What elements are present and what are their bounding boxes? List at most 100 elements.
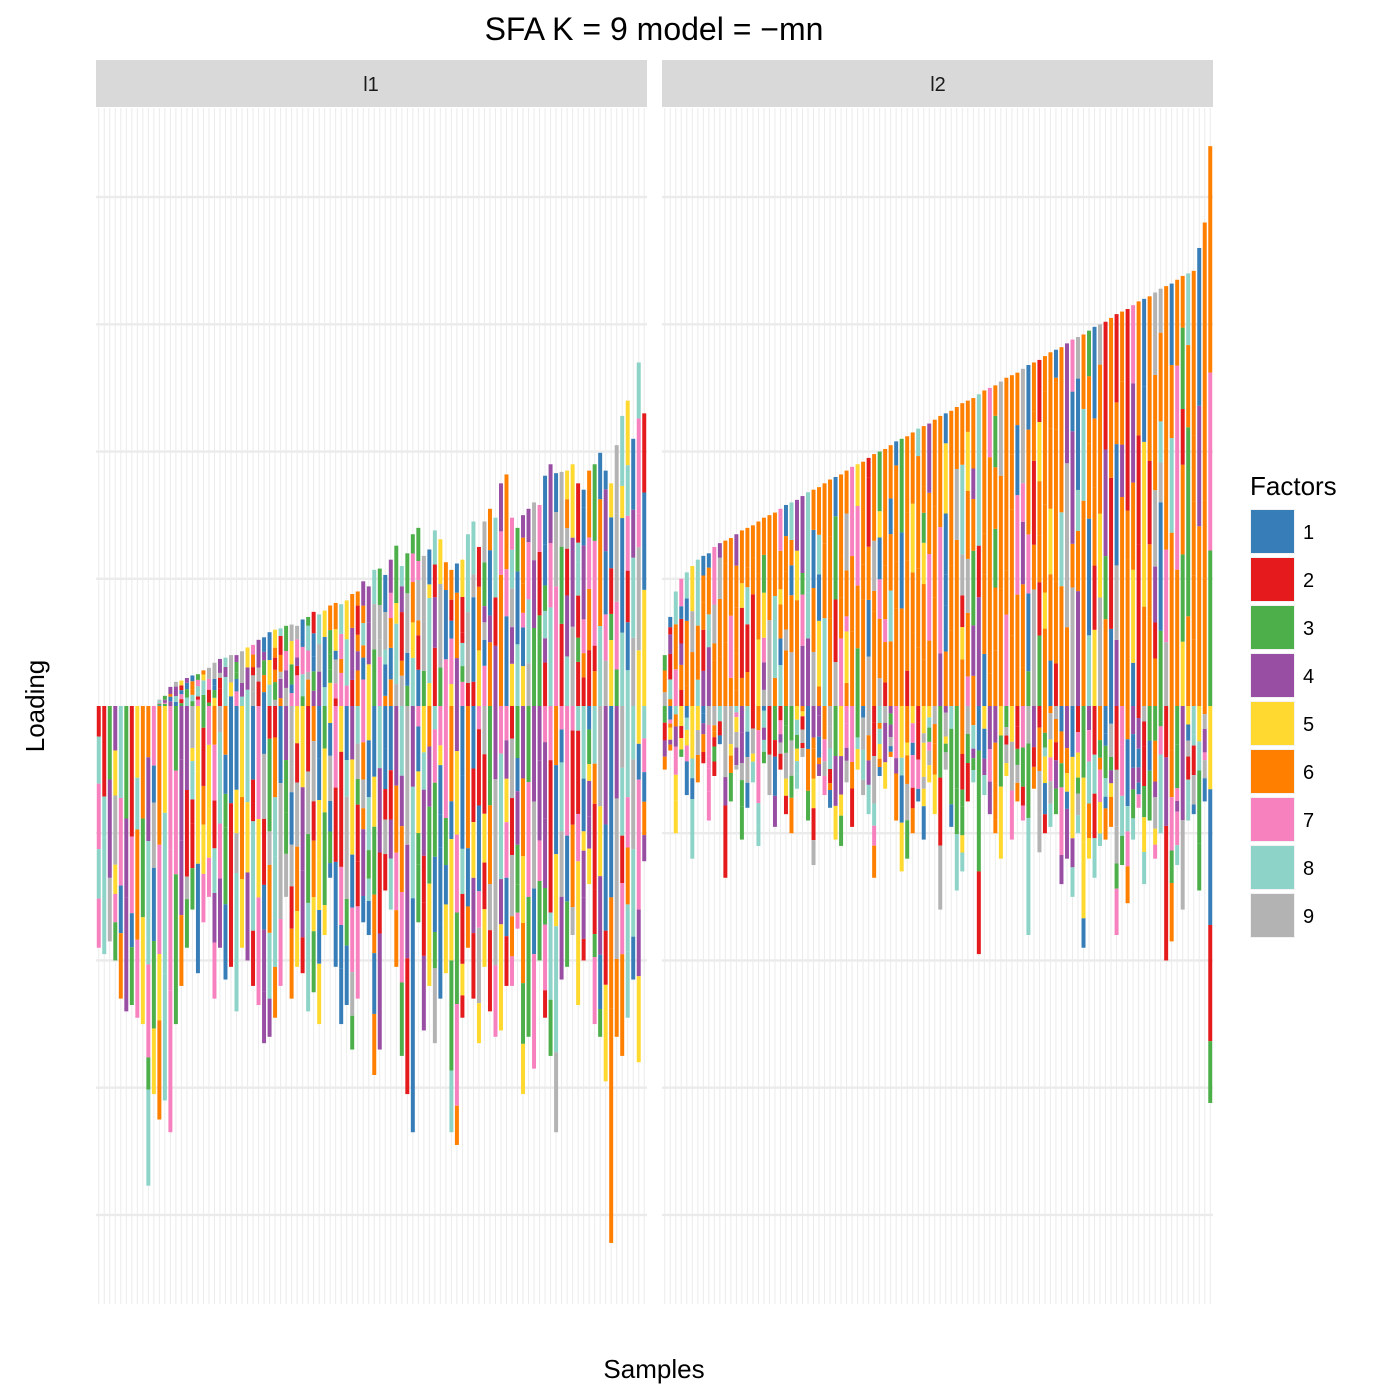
bar-segment: [383, 789, 388, 820]
bar-segment: [888, 534, 893, 591]
bar-segment: [350, 627, 355, 680]
bar-segment: [756, 573, 761, 640]
bar-segment: [328, 722, 333, 756]
bar-segment: [179, 685, 184, 691]
bar-segment: [339, 633, 344, 659]
bar-segment: [168, 849, 173, 991]
bar-segment: [1103, 733, 1108, 746]
bar-segment: [1059, 763, 1064, 788]
bar-segment: [750, 525, 755, 558]
bar-segment: [971, 675, 976, 706]
bar-segment: [795, 499, 799, 551]
bar-segment: [195, 692, 200, 697]
bar-segment: [581, 831, 586, 851]
bar-segment: [350, 907, 355, 973]
bar-segment: [684, 572, 689, 599]
bar-segment: [1031, 411, 1036, 461]
bar-segment: [1153, 797, 1158, 829]
bar-segment: [982, 775, 987, 796]
bar-segment: [1092, 418, 1097, 488]
bar-segment: [932, 724, 937, 744]
bar-segment: [471, 877, 476, 934]
bar-segment: [987, 749, 992, 782]
bar-segment: [1125, 806, 1130, 832]
bar-segment: [504, 706, 509, 741]
bar-segment: [620, 883, 625, 955]
bar-segment: [350, 972, 355, 1016]
bar-segment: [443, 589, 448, 660]
bar-segment: [822, 618, 827, 706]
bar-segment: [965, 431, 970, 491]
bar-segment: [1065, 627, 1069, 706]
bar-segment: [162, 702, 167, 704]
bar-segment: [543, 924, 548, 991]
bar-segment: [576, 483, 581, 543]
bar-segment: [894, 465, 899, 562]
bar-segment: [399, 706, 404, 776]
bar-segment: [482, 706, 487, 755]
bar-segment: [943, 736, 948, 744]
bar-segment: [998, 588, 1003, 706]
bar-segment: [179, 690, 184, 695]
bar-segment: [184, 876, 189, 900]
bar-segment: [212, 848, 217, 894]
bar-segment: [1169, 438, 1174, 533]
bar-segment: [855, 505, 860, 586]
bar-segment: [861, 717, 866, 750]
bar-segment: [273, 657, 278, 670]
bar-segment: [1186, 740, 1191, 757]
bar-segment: [631, 759, 636, 850]
bar-segment: [278, 845, 283, 920]
bar-segment: [438, 667, 443, 706]
bar-segment: [728, 772, 733, 802]
bar-segment: [833, 661, 838, 706]
bar-segment: [1065, 343, 1069, 464]
bar-segment: [1004, 744, 1009, 764]
bar-segment: [394, 852, 399, 911]
bar-segment: [905, 512, 910, 561]
bar-segment: [761, 637, 766, 663]
bar-segment: [1076, 591, 1080, 706]
bar-segment: [482, 938, 487, 967]
bar-segment: [251, 654, 256, 668]
bar-segment: [817, 686, 822, 706]
bar-segment: [592, 645, 597, 672]
bar-segment: [795, 550, 799, 601]
bar-segment: [184, 682, 189, 690]
bar-segment: [839, 716, 844, 757]
bar-segment: [113, 750, 118, 796]
bar-segment: [761, 751, 766, 764]
bar-segment: [1208, 924, 1213, 1042]
bar-segment: [877, 678, 882, 706]
bar-segment: [761, 689, 766, 706]
bar-segment: [614, 445, 619, 514]
bar-segment: [739, 607, 744, 678]
bar-segment: [712, 725, 717, 732]
bar-segment: [146, 757, 151, 842]
bar-segment: [262, 706, 267, 754]
bar-segment: [894, 758, 899, 774]
bar-segment: [1169, 850, 1174, 884]
bar-segment: [603, 489, 608, 552]
bar-segment: [609, 483, 614, 518]
bar-segment: [168, 694, 173, 697]
bar-segment: [521, 537, 526, 584]
bar-segment: [806, 706, 810, 749]
bar-segment: [943, 651, 948, 706]
bar-segment: [251, 683, 256, 692]
bar-segment: [449, 960, 454, 1071]
bar-segment: [449, 684, 454, 706]
bar-segment: [383, 706, 388, 749]
bar-segment: [954, 706, 959, 789]
bar-segment: [151, 867, 156, 942]
bar-segment: [883, 682, 888, 706]
bar-segment: [844, 760, 849, 783]
bar-segment: [960, 554, 965, 596]
bar-segment: [554, 854, 559, 927]
bar-segment: [728, 755, 733, 773]
bar-segment: [416, 620, 421, 636]
bar-segment: [322, 610, 327, 637]
bar-segment: [1015, 726, 1020, 749]
bar-segment: [728, 735, 733, 745]
bar-segment: [383, 574, 388, 613]
